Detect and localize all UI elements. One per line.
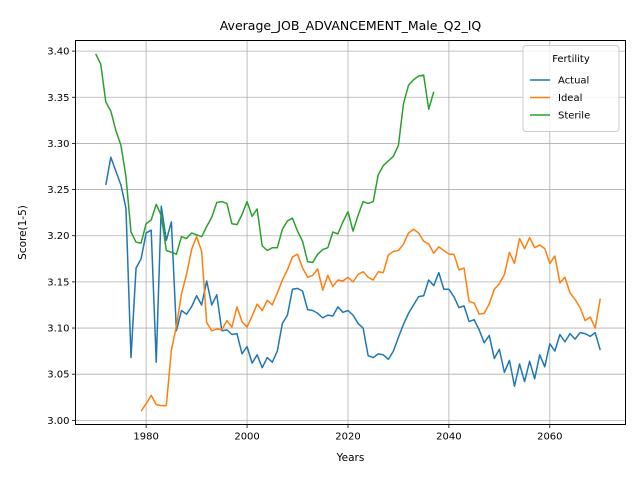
y-tick-label: 3.30 [47,139,69,150]
x-axis-label: Years [336,452,365,464]
series-line-ideal [140,228,602,412]
y-tick-label: 3.05 [47,370,69,381]
y-tick-label: 3.35 [47,93,69,104]
plot-area-frame [75,40,626,425]
chart-title: Average_JOB_ADVANCEMENT_Male_Q2_IQ [220,18,482,33]
x-tick-label: 2000 [234,432,259,443]
y-tick-label: 3.40 [47,47,69,58]
y-tick-label: 3.25 [47,185,69,196]
x-tick-label: 2060 [537,432,562,443]
legend-title: Fertility [552,54,590,65]
series-layer [95,53,602,412]
y-tick-label: 3.00 [47,416,69,427]
x-tick-label: 2020 [335,432,360,443]
legend-label-sterile: Sterile [558,111,590,122]
series-line-actual [105,156,601,387]
y-axis-label: Score(1-5) [17,205,29,260]
tick-layer: 1980 2000 2020 2040 2060 3.00 3.05 3.10 3.15 3.20… [47,47,562,443]
legend-label-ideal: Ideal [558,93,582,104]
x-tick-label: 2040 [436,432,461,443]
grid-layer [75,40,626,425]
series-line-sterile [95,53,435,264]
legend-label-actual: Actual [558,76,589,87]
legend: Fertility Actual Ideal Sterile [522,45,620,132]
x-tick-label: 1980 [133,432,158,443]
y-tick-label: 3.10 [47,324,69,335]
y-tick-label: 3.15 [47,277,69,288]
legend-box [522,45,620,132]
legend-items: Actual Ideal Sterile [530,76,590,122]
y-tick-label: 3.20 [47,231,69,242]
